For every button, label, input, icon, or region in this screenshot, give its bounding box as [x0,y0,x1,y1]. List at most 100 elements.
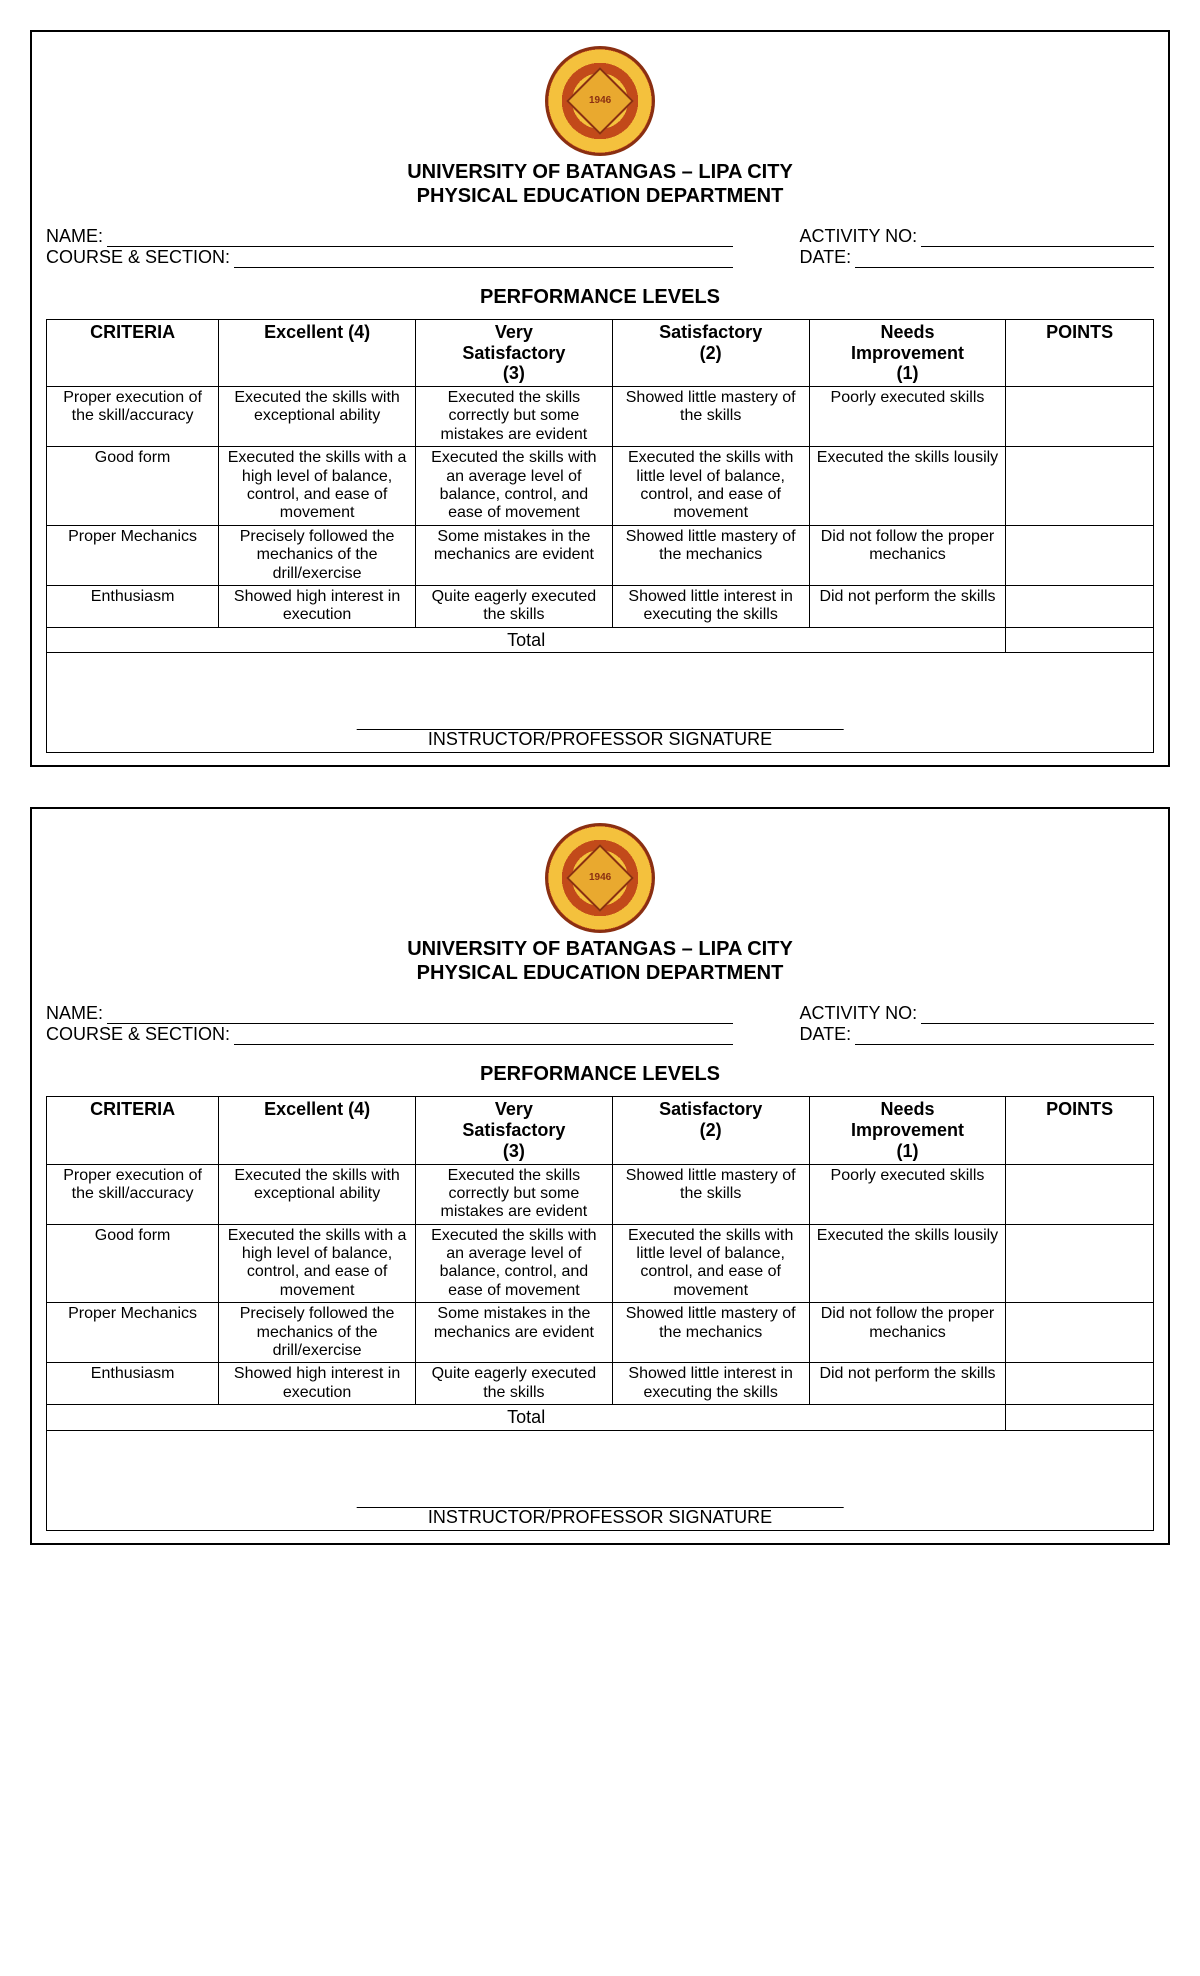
date-field[interactable]: DATE: [799,247,1154,268]
col-criteria: CRITERIA [47,1097,219,1164]
points-cell[interactable] [1006,387,1154,447]
col-satisfactory: Satisfactory (2) [612,1097,809,1164]
cell-c3: Executed the skills correctly but some m… [415,387,612,447]
points-cell[interactable] [1006,1363,1154,1405]
cell-c1: Executed the skills lousily [809,447,1006,526]
activity-label: ACTIVITY NO: [799,226,917,247]
cell-c3: Quite eagerly executed the skills [415,1363,612,1405]
points-cell[interactable] [1006,447,1154,526]
cell-c2: Showed little mastery of the skills [612,1164,809,1224]
points-cell[interactable] [1006,525,1154,585]
cell-c4: Executed the skills with exceptional abi… [219,1164,416,1224]
signature-box: INSTRUCTOR/PROFESSOR SIGNATURE [46,1431,1154,1531]
cell-c2: Executed the skills with little level of… [612,1224,809,1303]
cell-c4: Executed the skills with a high level of… [219,1224,416,1303]
cell-c1: Poorly executed skills [809,387,1006,447]
rubric-table: CRITERIA Excellent (4) Very Satisfactory… [46,1096,1154,1430]
name-blank[interactable] [107,227,733,247]
points-cell[interactable] [1006,585,1154,627]
section-title: PERFORMANCE LEVELS [46,286,1154,309]
name-label: NAME: [46,226,103,247]
cell-c3: Executed the skills correctly but some m… [415,1164,612,1224]
cell-c4: Precisely followed the mechanics of the … [219,525,416,585]
name-field[interactable]: NAME: [46,226,733,247]
table-row: Proper MechanicsPrecisely followed the m… [47,1303,1154,1363]
col-very-satisfactory: Very Satisfactory (3) [415,320,612,387]
total-row: Total [47,627,1154,653]
university-seal-icon: 1946 [545,46,655,156]
cell-c3: Executed the skills with an average leve… [415,447,612,526]
cell-criteria: Proper Mechanics [47,525,219,585]
seal-wrap: 1946 [46,46,1154,156]
activity-field[interactable]: ACTIVITY NO: [799,1003,1154,1024]
cell-c3: Some mistakes in the mechanics are evide… [415,525,612,585]
section-title: PERFORMANCE LEVELS [46,1063,1154,1086]
table-row: Good formExecuted the skills with a high… [47,447,1154,526]
course-blank[interactable] [234,248,733,268]
activity-field[interactable]: ACTIVITY NO: [799,226,1154,247]
table-row: EnthusiasmShowed high interest in execut… [47,585,1154,627]
cell-c1: Did not perform the skills [809,585,1006,627]
total-label: Total [47,1405,1006,1431]
cell-criteria: Enthusiasm [47,585,219,627]
name-label: NAME: [46,1003,103,1024]
points-cell[interactable] [1006,1224,1154,1303]
cell-c2: Showed little mastery of the mechanics [612,1303,809,1363]
total-label: Total [47,627,1006,653]
date-label: DATE: [799,1024,851,1045]
points-cell[interactable] [1006,1303,1154,1363]
activity-blank[interactable] [921,227,1154,247]
col-needs-improvement: Needs Improvement (1) [809,1097,1006,1164]
col-points: POINTS [1006,320,1154,387]
date-label: DATE: [799,247,851,268]
points-cell[interactable] [1006,1164,1154,1224]
course-field[interactable]: COURSE & SECTION: [46,247,733,268]
course-label: COURSE & SECTION: [46,247,230,268]
rubric-form: 1946 UNIVERSITY OF BATANGAS – LIPA CITY … [30,807,1170,1544]
col-criteria: CRITERIA [47,320,219,387]
cell-c4: Showed high interest in execution [219,585,416,627]
date-blank[interactable] [855,248,1154,268]
cell-criteria: Proper execution of the skill/accuracy [47,387,219,447]
rubric-body-1: Proper execution of the skill/accuracyEx… [47,387,1154,628]
cell-c4: Precisely followed the mechanics of the … [219,1303,416,1363]
cell-c1: Did not follow the proper mechanics [809,1303,1006,1363]
table-row: Proper execution of the skill/accuracyEx… [47,387,1154,447]
table-row: Good formExecuted the skills with a high… [47,1224,1154,1303]
activity-label: ACTIVITY NO: [799,1003,917,1024]
cell-c2: Showed little mastery of the mechanics [612,525,809,585]
course-field[interactable]: COURSE & SECTION: [46,1024,733,1045]
cell-c1: Poorly executed skills [809,1164,1006,1224]
cell-c2: Showed little interest in executing the … [612,585,809,627]
rubric-table: CRITERIA Excellent (4) Very Satisfactory… [46,319,1154,653]
total-cell[interactable] [1006,1405,1154,1431]
col-excellent: Excellent (4) [219,320,416,387]
cell-criteria: Enthusiasm [47,1363,219,1405]
seal-wrap: 1946 [46,823,1154,933]
university-seal-icon: 1946 [545,823,655,933]
table-row: Proper MechanicsPrecisely followed the m… [47,525,1154,585]
university-name: UNIVERSITY OF BATANGAS – LIPA CITY [46,937,1154,961]
info-row: NAME: COURSE & SECTION: ACTIVITY NO: DAT… [46,1003,1154,1045]
cell-criteria: Proper execution of the skill/accuracy [47,1164,219,1224]
course-label: COURSE & SECTION: [46,1024,230,1045]
header-row: CRITERIA Excellent (4) Very Satisfactory… [47,1097,1154,1164]
cell-c4: Executed the skills with a high level of… [219,447,416,526]
name-blank[interactable] [107,1005,733,1025]
department-name: PHYSICAL EDUCATION DEPARTMENT [46,184,1154,208]
cell-c3: Quite eagerly executed the skills [415,585,612,627]
col-satisfactory: Satisfactory (2) [612,320,809,387]
cell-criteria: Good form [47,1224,219,1303]
cell-c2: Executed the skills with little level of… [612,447,809,526]
header-titles: UNIVERSITY OF BATANGAS – LIPA CITY PHYSI… [46,160,1154,208]
cell-c4: Executed the skills with exceptional abi… [219,387,416,447]
university-name: UNIVERSITY OF BATANGAS – LIPA CITY [46,160,1154,184]
cell-c1: Did not follow the proper mechanics [809,525,1006,585]
total-cell[interactable] [1006,627,1154,653]
date-field[interactable]: DATE: [799,1024,1154,1045]
activity-blank[interactable] [921,1005,1154,1025]
course-blank[interactable] [234,1026,733,1046]
date-blank[interactable] [855,1026,1154,1046]
name-field[interactable]: NAME: [46,1003,733,1024]
header-row: CRITERIA Excellent (4) Very Satisfactory… [47,320,1154,387]
